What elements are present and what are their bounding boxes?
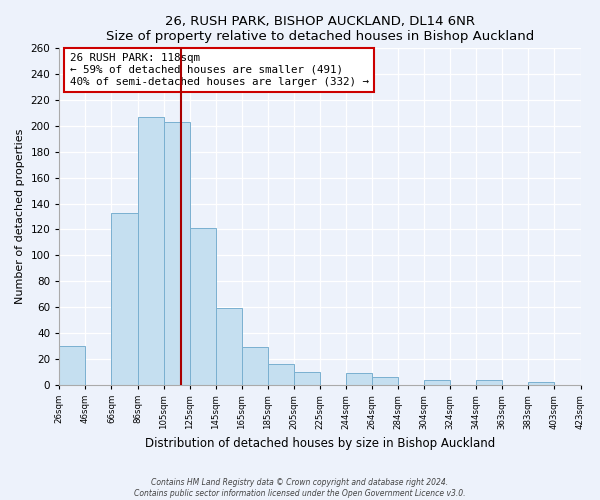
X-axis label: Distribution of detached houses by size in Bishop Auckland: Distribution of detached houses by size … [145, 437, 495, 450]
Bar [137, 117, 164, 385]
Bar [112, 212, 137, 385]
Bar [346, 373, 372, 385]
Bar [190, 228, 215, 385]
Bar [529, 382, 554, 385]
Bar [242, 347, 268, 385]
Bar [59, 346, 85, 385]
Bar [164, 122, 190, 385]
Bar [268, 364, 294, 385]
Text: 26 RUSH PARK: 118sqm
← 59% of detached houses are smaller (491)
40% of semi-deta: 26 RUSH PARK: 118sqm ← 59% of detached h… [70, 54, 369, 86]
Y-axis label: Number of detached properties: Number of detached properties [15, 129, 25, 304]
Bar [476, 380, 502, 385]
Bar [215, 308, 242, 385]
Title: 26, RUSH PARK, BISHOP AUCKLAND, DL14 6NR
Size of property relative to detached h: 26, RUSH PARK, BISHOP AUCKLAND, DL14 6NR… [106, 15, 534, 43]
Bar [424, 380, 450, 385]
Text: Contains HM Land Registry data © Crown copyright and database right 2024.
Contai: Contains HM Land Registry data © Crown c… [134, 478, 466, 498]
Bar [372, 377, 398, 385]
Bar [294, 372, 320, 385]
